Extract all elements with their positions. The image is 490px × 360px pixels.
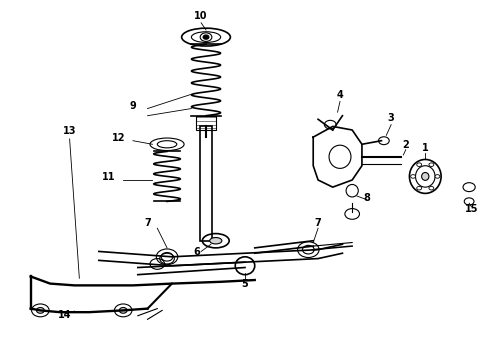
Bar — [196, 116, 216, 130]
Text: 4: 4 — [337, 90, 343, 100]
Circle shape — [417, 163, 421, 166]
Text: 10: 10 — [195, 11, 208, 21]
Text: 5: 5 — [242, 279, 248, 289]
Text: 11: 11 — [102, 172, 115, 182]
Text: 15: 15 — [465, 204, 478, 214]
Text: 13: 13 — [63, 126, 76, 136]
Text: 8: 8 — [364, 193, 370, 203]
Circle shape — [417, 186, 421, 190]
Circle shape — [203, 35, 209, 39]
Text: 14: 14 — [58, 310, 72, 320]
Circle shape — [411, 175, 416, 178]
Circle shape — [429, 163, 434, 166]
Circle shape — [119, 307, 127, 313]
Text: 9: 9 — [129, 100, 136, 111]
Ellipse shape — [210, 238, 222, 244]
Text: 2: 2 — [402, 140, 409, 150]
Text: 6: 6 — [193, 247, 199, 257]
Text: 3: 3 — [388, 113, 394, 123]
Circle shape — [429, 186, 434, 190]
Text: 12: 12 — [112, 133, 125, 143]
Circle shape — [36, 307, 44, 313]
Bar — [200, 126, 212, 241]
Text: 7: 7 — [144, 219, 151, 229]
Text: 1: 1 — [422, 143, 429, 153]
Text: 7: 7 — [315, 219, 321, 229]
Circle shape — [200, 33, 212, 41]
Ellipse shape — [421, 172, 429, 180]
Circle shape — [435, 175, 440, 178]
